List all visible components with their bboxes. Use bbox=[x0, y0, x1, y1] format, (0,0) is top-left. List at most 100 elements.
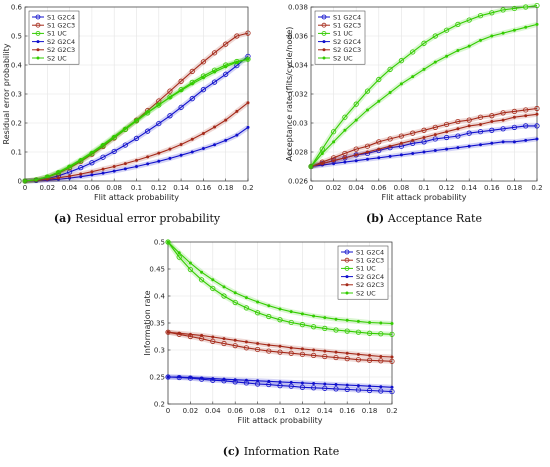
data-point bbox=[244, 296, 248, 300]
data-point bbox=[432, 136, 438, 142]
data-point bbox=[221, 293, 227, 299]
data-point bbox=[200, 333, 204, 337]
data-point bbox=[68, 174, 72, 178]
data-point bbox=[433, 133, 437, 137]
data-point bbox=[333, 327, 339, 333]
data-point bbox=[376, 76, 382, 83]
legend-marker bbox=[345, 283, 349, 287]
x-tick-label: 0.02 bbox=[40, 184, 56, 192]
x-tick-label: 0.06 bbox=[371, 184, 387, 192]
data-point bbox=[366, 357, 373, 363]
y-tick-label: 0 bbox=[18, 178, 22, 186]
x-tick-label: 0 bbox=[166, 407, 170, 415]
legend-box bbox=[28, 10, 80, 65]
data-point bbox=[211, 335, 215, 339]
data-point bbox=[467, 124, 471, 128]
data-point bbox=[135, 158, 138, 162]
data-point bbox=[312, 314, 316, 318]
data-point bbox=[223, 71, 229, 77]
data-point bbox=[211, 50, 218, 56]
data-point bbox=[278, 307, 282, 311]
caption-text: Information Rate bbox=[244, 445, 340, 458]
data-point bbox=[166, 240, 170, 244]
data-point bbox=[500, 126, 506, 132]
data-point bbox=[289, 380, 293, 384]
data-point bbox=[278, 344, 282, 348]
x-tick-label: 0.02 bbox=[326, 184, 342, 192]
y-tick-label: 0.6 bbox=[11, 4, 23, 12]
data-point bbox=[245, 30, 251, 36]
data-point bbox=[299, 351, 305, 357]
data-point bbox=[445, 54, 449, 58]
data-point bbox=[222, 337, 226, 341]
data-point bbox=[189, 96, 195, 102]
data-point bbox=[277, 349, 283, 355]
plot-frame bbox=[310, 6, 538, 182]
data-point bbox=[345, 383, 349, 387]
data-point bbox=[322, 385, 328, 391]
data-point bbox=[179, 89, 183, 93]
data-point bbox=[399, 141, 403, 145]
data-point bbox=[277, 317, 283, 323]
data-point bbox=[190, 82, 194, 86]
y-tick-label: 0.5 bbox=[11, 33, 22, 41]
data-point bbox=[167, 88, 173, 94]
data-point bbox=[534, 2, 540, 9]
data-point bbox=[322, 353, 328, 360]
data-point bbox=[100, 154, 106, 160]
data-point bbox=[501, 118, 505, 122]
data-point bbox=[343, 156, 347, 160]
data-point bbox=[188, 332, 192, 336]
data-point bbox=[288, 383, 294, 389]
data-point bbox=[221, 340, 227, 347]
y-tick-label: 0.1 bbox=[11, 149, 22, 157]
data-point bbox=[157, 103, 161, 107]
data-point bbox=[467, 44, 471, 48]
legend-marker bbox=[321, 14, 327, 20]
series-line bbox=[167, 376, 393, 393]
y-tick-label: 0.3 bbox=[11, 91, 22, 99]
data-point bbox=[344, 356, 350, 362]
data-point bbox=[355, 357, 361, 363]
y-tick-label: 0.4 bbox=[154, 293, 166, 301]
data-point bbox=[323, 382, 327, 386]
legend-marker bbox=[321, 31, 327, 36]
data-point bbox=[179, 142, 183, 146]
data-point bbox=[332, 140, 336, 144]
y-tick-label: 0.036 bbox=[288, 33, 309, 41]
data-point bbox=[455, 21, 461, 27]
data-point bbox=[299, 322, 305, 328]
y-tick-label: 0.032 bbox=[288, 91, 308, 99]
data-point bbox=[410, 130, 416, 136]
x-tick-label: 0.18 bbox=[362, 407, 378, 415]
data-point bbox=[23, 179, 27, 183]
panel-caption: (b) Acceptance Rate bbox=[366, 212, 482, 225]
x-tick-label: 0.16 bbox=[484, 184, 500, 192]
data-point bbox=[344, 386, 350, 393]
data-point bbox=[421, 40, 427, 46]
data-point bbox=[342, 150, 348, 157]
data-point bbox=[146, 155, 150, 159]
data-point bbox=[266, 313, 272, 320]
data-point bbox=[79, 175, 83, 179]
data-point bbox=[200, 270, 204, 274]
data-point bbox=[222, 285, 226, 289]
data-point bbox=[489, 127, 495, 133]
data-point bbox=[233, 338, 237, 342]
data-point bbox=[489, 10, 495, 16]
data-point bbox=[68, 164, 72, 168]
data-point bbox=[535, 22, 539, 26]
legend-entry: S1 UC bbox=[333, 30, 353, 38]
legend-marker bbox=[344, 265, 350, 271]
data-point bbox=[455, 118, 461, 125]
data-point bbox=[232, 343, 238, 349]
legend-marker bbox=[322, 56, 326, 60]
data-point bbox=[387, 66, 393, 72]
data-point bbox=[366, 108, 369, 112]
data-point bbox=[511, 124, 518, 130]
data-point bbox=[477, 13, 484, 19]
data-point bbox=[45, 175, 49, 179]
data-point bbox=[56, 170, 60, 174]
data-point bbox=[288, 350, 294, 356]
